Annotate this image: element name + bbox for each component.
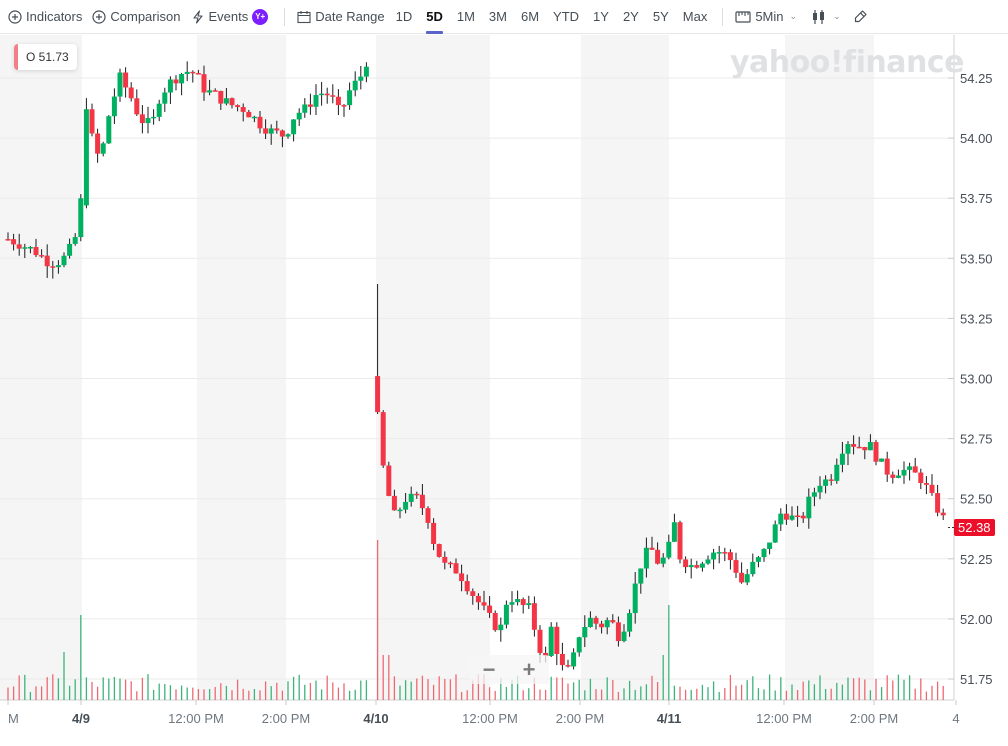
lightning-icon: [193, 9, 204, 24]
svg-text:53.75: 53.75: [960, 191, 993, 206]
open-price-tag: O 51.73: [14, 44, 77, 70]
svg-text:4/11: 4/11: [657, 711, 682, 726]
range-5d[interactable]: 5D: [419, 0, 450, 34]
events-label: Events: [208, 9, 249, 24]
events-button[interactable]: Events Y+: [188, 0, 272, 34]
svg-text:M: M: [8, 711, 19, 726]
candlestick-chart[interactable]: 54.25 54.00 53.75 53.50 53.25 53.00 52.75 52.50…: [0, 35, 1008, 746]
range-2y[interactable]: 2Y: [622, 9, 639, 24]
svg-text:2:00 PM: 2:00 PM: [262, 711, 310, 726]
range-3m[interactable]: 3M: [488, 9, 507, 24]
svg-text:51.75: 51.75: [960, 672, 993, 687]
svg-text:12:00 PM: 12:00 PM: [462, 711, 518, 726]
date-range-button[interactable]: Date Range: [293, 0, 388, 34]
range-ytd[interactable]: YTD: [553, 9, 580, 24]
svg-text:53.25: 53.25: [960, 311, 993, 326]
svg-text:53.50: 53.50: [960, 251, 993, 266]
svg-text:52.50: 52.50: [960, 492, 993, 507]
interval-dropdown[interactable]: 5Min ⌄: [731, 0, 801, 34]
svg-text:53.00: 53.00: [960, 372, 993, 387]
interval-label: 5Min: [755, 9, 784, 24]
svg-text:4: 4: [952, 711, 959, 726]
zoom-controls: − +: [469, 655, 549, 684]
chart-type-dropdown[interactable]: ⌄: [807, 0, 845, 34]
comparison-label: Comparison: [110, 9, 181, 24]
zoom-out-button[interactable]: −: [482, 656, 496, 682]
zoom-in-button[interactable]: +: [522, 656, 536, 682]
chart-toolbar: Indicators Comparison Events Y+ Date Ran…: [0, 0, 1008, 34]
plus-circle-icon: [92, 9, 106, 24]
chevron-down-icon: ⌄: [789, 11, 798, 21]
indicators-label: Indicators: [26, 9, 83, 24]
range-1y[interactable]: 1Y: [593, 9, 609, 24]
yahoo-finance-watermark: yahoo!finance: [730, 45, 964, 80]
range-1d[interactable]: 1D: [395, 9, 413, 24]
svg-text:54.25: 54.25: [960, 71, 993, 86]
indicators-button[interactable]: Indicators: [4, 0, 86, 34]
comparison-button[interactable]: Comparison: [88, 0, 184, 34]
ruler-icon: [735, 10, 751, 23]
pencil-eraser-icon: [854, 10, 867, 23]
svg-text:12:00 PM: 12:00 PM: [756, 711, 812, 726]
svg-text:52.25: 52.25: [960, 552, 993, 567]
open-indicator: [14, 44, 18, 70]
draw-button[interactable]: [849, 0, 872, 34]
divider: [722, 7, 724, 26]
range-5y[interactable]: 5Y: [652, 9, 669, 24]
svg-text:4/10: 4/10: [363, 711, 388, 726]
open-price-label: O 51.73: [26, 50, 69, 64]
svg-text:54.00: 54.00: [960, 131, 993, 146]
range-max[interactable]: Max: [682, 9, 708, 24]
svg-text:2:00 PM: 2:00 PM: [556, 711, 604, 726]
yahoo-plus-badge: Y+: [252, 8, 269, 25]
range-1m[interactable]: 1M: [456, 9, 475, 24]
calendar-icon: [297, 10, 311, 23]
date-range-label: Date Range: [315, 9, 385, 24]
svg-text:52.75: 52.75: [960, 432, 993, 447]
price-chart[interactable]: 54.25 54.00 53.75 53.50 53.25 53.00 52.75 52.50…: [0, 35, 1008, 746]
svg-text:52.00: 52.00: [960, 612, 993, 627]
range-6m[interactable]: 6M: [520, 9, 540, 24]
candlestick-icon: [813, 9, 825, 24]
chevron-down-icon: ⌄: [833, 11, 841, 21]
plus-circle-icon: [8, 9, 22, 24]
last-price-label: 52.38: [954, 519, 995, 536]
svg-text:4/9: 4/9: [72, 711, 90, 726]
svg-text:2:00 PM: 2:00 PM: [850, 711, 898, 726]
svg-text:12:00 PM: 12:00 PM: [168, 711, 224, 726]
divider: [284, 7, 286, 26]
